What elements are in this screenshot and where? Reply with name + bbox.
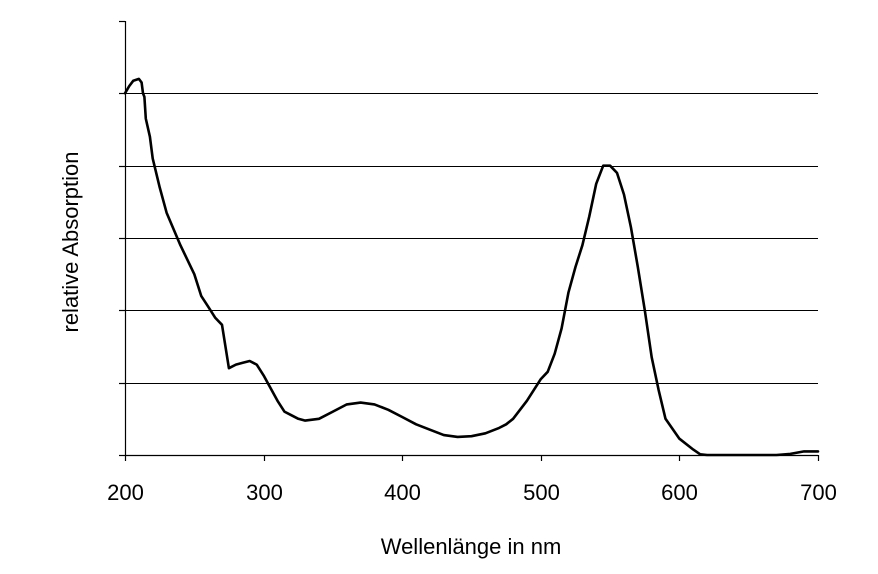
- x-tick-label-400: 400: [384, 480, 421, 505]
- x-tick-label-300: 300: [246, 480, 283, 505]
- absorption-spectrum-line-1: [123, 77, 820, 457]
- axes: [119, 20, 820, 461]
- x-tick-label-200: 200: [107, 480, 144, 505]
- series-group: [123, 77, 820, 457]
- x-tick-label-700: 700: [800, 480, 837, 505]
- x-tick-label-500: 500: [523, 480, 560, 505]
- gridlines: [125, 93, 818, 384]
- x-tick-label-600: 600: [661, 480, 698, 505]
- x-axis-title: Wellenlänge in nm: [381, 534, 562, 559]
- x-tick-labels: 200 300 400 500 600 700: [107, 480, 837, 505]
- y-axis-title: relative Absorption: [58, 152, 83, 333]
